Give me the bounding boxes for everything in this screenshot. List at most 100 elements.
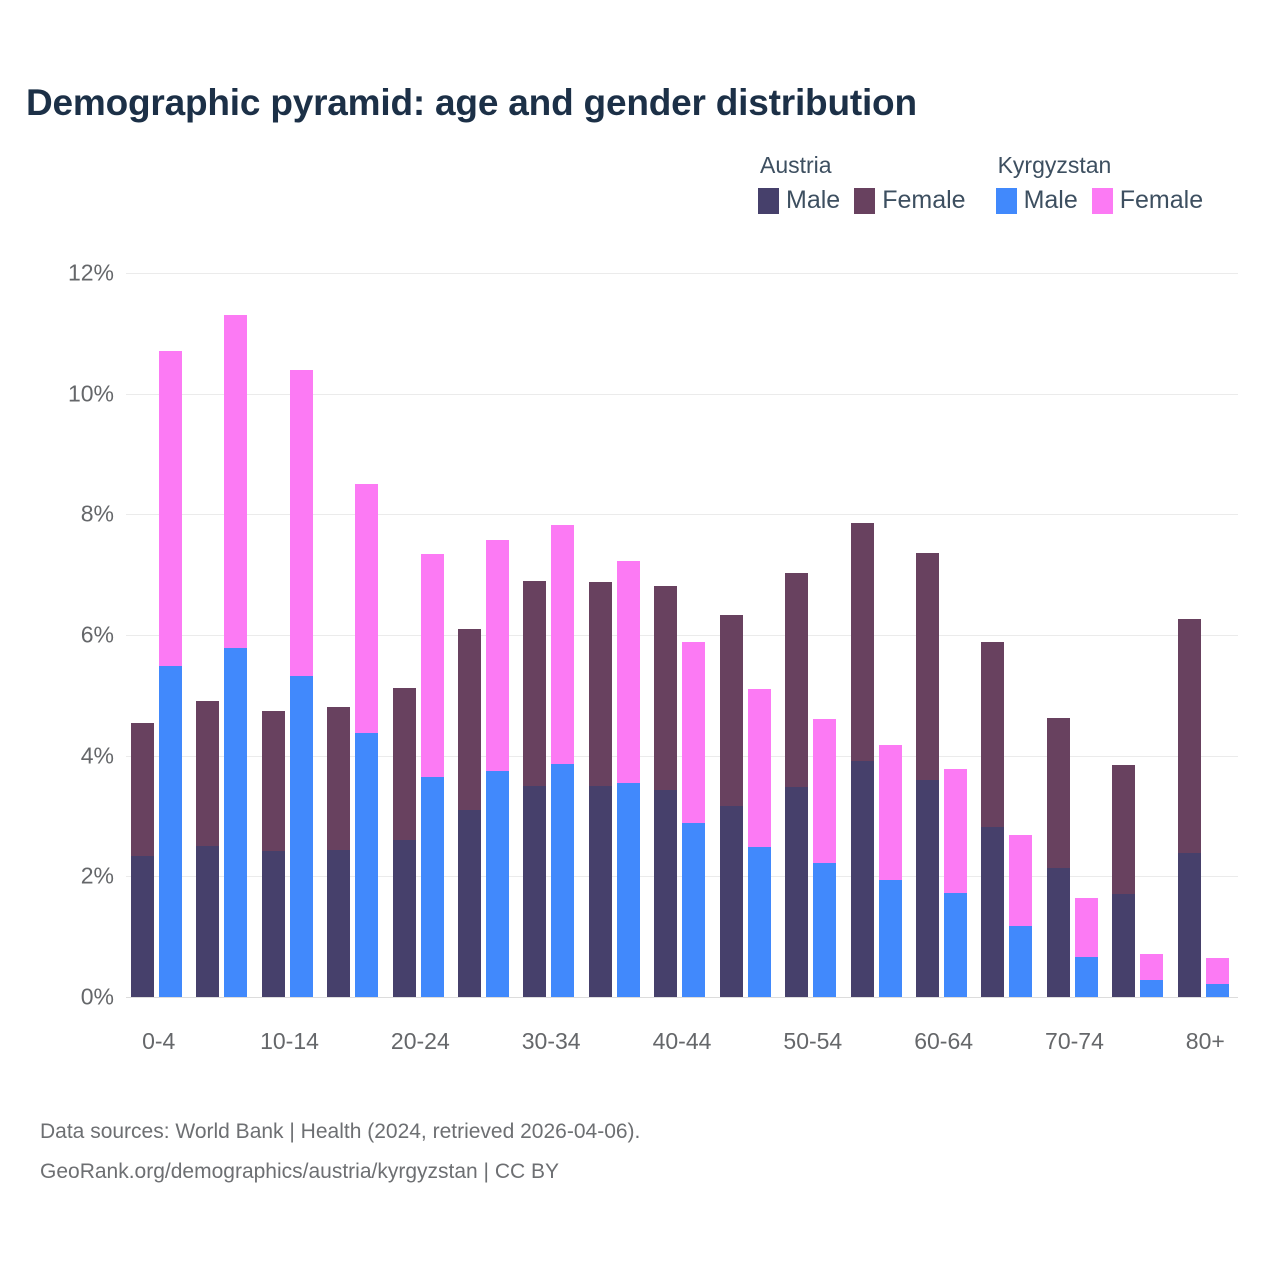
- x-axis-tick-70-74: 70-74: [1045, 1028, 1104, 1054]
- bar-kyrgyzstan-35-39[interactable]: [616, 560, 640, 997]
- segment-austria-female: [785, 572, 809, 788]
- x-axis-tick-80+: 80+: [1185, 1028, 1225, 1054]
- legend-item-label: Male: [786, 186, 841, 214]
- segment-kyrgyzstan-female: [224, 315, 248, 649]
- segment-austria-female: [392, 688, 416, 841]
- segment-austria-male: [588, 786, 612, 997]
- bar-austria-45-49[interactable]: [719, 614, 743, 997]
- bar-austria-75-79[interactable]: [1112, 764, 1136, 997]
- bar-austria-30-34[interactable]: [523, 580, 547, 997]
- segment-kyrgyzstan-male: [486, 771, 510, 997]
- y-axis-tick: 4%: [80, 742, 114, 769]
- segment-austria-female: [523, 580, 547, 786]
- bar-group-10-14[interactable]: [257, 273, 322, 997]
- bar-kyrgyzstan-65-69[interactable]: [1009, 835, 1033, 997]
- segment-kyrgyzstan-female: [878, 745, 902, 880]
- bar-austria-35-39[interactable]: [588, 581, 612, 997]
- bar-austria-40-44[interactable]: [654, 586, 678, 997]
- segment-austria-female: [327, 707, 351, 850]
- legend-item-austria-male[interactable]: Male: [758, 186, 840, 215]
- bar-group-75-79[interactable]: [1107, 273, 1172, 997]
- segment-kyrgyzstan-female: [159, 351, 182, 667]
- bar-kyrgyzstan-80+[interactable]: [1205, 957, 1229, 997]
- x-axis-tick-40-44: 40-44: [652, 1028, 712, 1054]
- segment-kyrgyzstan-male: [551, 763, 575, 997]
- bar-kyrgyzstan-75-79[interactable]: [1140, 953, 1164, 997]
- bar-austria-25-29[interactable]: [458, 628, 482, 997]
- bar-group-40-44[interactable]: [649, 273, 714, 997]
- segment-austria-female: [1046, 718, 1070, 868]
- bar-kyrgyzstan-30-34[interactable]: [551, 525, 575, 997]
- legend-keys: Male Female: [758, 186, 966, 215]
- bar-kyrgyzstan-55-59[interactable]: [878, 745, 902, 997]
- bar-kyrgyzstan-40-44[interactable]: [682, 641, 706, 997]
- bar-group-15-19[interactable]: [322, 273, 387, 997]
- segment-austria-female: [850, 522, 874, 761]
- x-axis-tick-50-54: 50-54: [783, 1028, 843, 1054]
- bar-austria-5-9[interactable]: [196, 700, 220, 997]
- bar-austria-70-74[interactable]: [1046, 718, 1070, 997]
- y-axis-tick-labels: 0% 2% 4% 6% 8% 10% 12%: [0, 260, 126, 1010]
- bar-austria-0-4[interactable]: [131, 722, 154, 997]
- segment-kyrgyzstan-female: [1074, 898, 1098, 957]
- bar-group-0-4[interactable]: [126, 273, 191, 997]
- bar-austria-15-19[interactable]: [327, 707, 351, 997]
- y-axis-tick: 12%: [67, 259, 114, 286]
- gridline-8%: [126, 514, 1238, 516]
- bar-kyrgyzstan-10-14[interactable]: [289, 370, 313, 997]
- bar-group-20-24[interactable]: [388, 273, 453, 997]
- bar-austria-60-64[interactable]: [915, 552, 939, 997]
- bar-group-5-9[interactable]: [191, 273, 256, 997]
- segment-austria-male: [915, 779, 939, 997]
- segment-kyrgyzstan-male: [1009, 926, 1033, 997]
- bar-austria-50-54[interactable]: [785, 572, 809, 997]
- gridline-6%: [126, 635, 1238, 636]
- segment-austria-male: [1112, 894, 1136, 997]
- segment-kyrgyzstan-male: [747, 846, 771, 997]
- bar-group-30-34[interactable]: [518, 273, 583, 997]
- segment-kyrgyzstan-male: [616, 782, 640, 997]
- bar-kyrgyzstan-20-24[interactable]: [420, 553, 444, 997]
- bar-group-50-54[interactable]: [780, 273, 845, 997]
- segment-austria-male: [719, 806, 743, 997]
- bar-kyrgyzstan-50-54[interactable]: [813, 719, 837, 997]
- bar-group-45-49[interactable]: [715, 273, 780, 997]
- bar-austria-80+[interactable]: [1177, 619, 1201, 997]
- segment-austria-male: [196, 846, 220, 997]
- bar-austria-10-14[interactable]: [261, 711, 285, 997]
- bar-kyrgyzstan-25-29[interactable]: [486, 540, 510, 997]
- segment-austria-female: [654, 586, 678, 791]
- chart-legend: Austria Male Female Kyrgyzstan Male Female: [740, 152, 1250, 215]
- segment-austria-male: [1046, 867, 1070, 997]
- bar-group-70-74[interactable]: [1042, 273, 1107, 997]
- bar-group-35-39[interactable]: [584, 273, 649, 997]
- bar-group-65-69[interactable]: [976, 273, 1041, 997]
- bar-kyrgyzstan-0-4[interactable]: [159, 351, 182, 997]
- segment-kyrgyzstan-female: [1205, 957, 1229, 985]
- legend-item-label: Male: [1023, 186, 1078, 214]
- legend-item-kyrgyzstan-female[interactable]: Female: [1091, 186, 1203, 215]
- segment-kyrgyzstan-female: [943, 768, 967, 894]
- bar-kyrgyzstan-70-74[interactable]: [1074, 898, 1098, 997]
- gridline-12%: [126, 273, 1238, 274]
- bar-group-80+[interactable]: [1173, 273, 1238, 997]
- segment-kyrgyzstan-female: [355, 483, 379, 733]
- bar-kyrgyzstan-60-64[interactable]: [943, 768, 967, 997]
- bar-group-55-59[interactable]: [846, 273, 911, 997]
- bar-kyrgyzstan-15-19[interactable]: [355, 483, 379, 997]
- legend-item-austria-female[interactable]: Female: [854, 186, 966, 215]
- bar-group-60-64[interactable]: [911, 273, 976, 997]
- segment-kyrgyzstan-male: [289, 676, 313, 997]
- bar-kyrgyzstan-5-9[interactable]: [224, 315, 248, 997]
- bar-austria-20-24[interactable]: [392, 688, 416, 997]
- footer-line-2: GeoRank.org/demographics/austria/kyrgyzs…: [40, 1160, 560, 1183]
- bar-group-25-29[interactable]: [453, 273, 518, 997]
- segment-kyrgyzstan-male: [159, 666, 182, 997]
- bar-austria-55-59[interactable]: [850, 522, 874, 997]
- bar-kyrgyzstan-45-49[interactable]: [747, 688, 771, 997]
- legend-item-kyrgyzstan-male[interactable]: Male: [995, 186, 1078, 215]
- segment-austria-female: [196, 700, 220, 847]
- segment-austria-male: [850, 760, 874, 997]
- bar-austria-65-69[interactable]: [981, 641, 1005, 997]
- segment-kyrgyzstan-female: [616, 560, 640, 783]
